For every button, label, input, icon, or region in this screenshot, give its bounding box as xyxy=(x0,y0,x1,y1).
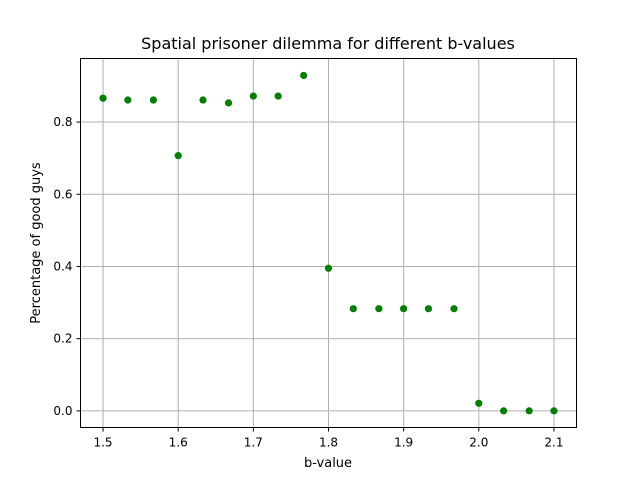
x-tick-label: 1.6 xyxy=(169,436,188,450)
y-axis-label: Percentage of good guys xyxy=(29,162,44,324)
x-tick-label: 2.1 xyxy=(544,436,563,450)
x-tick-label: 1.9 xyxy=(394,436,413,450)
data-point xyxy=(99,94,107,102)
data-point xyxy=(324,264,333,272)
data-point xyxy=(199,96,207,104)
data-point xyxy=(349,305,357,313)
y-axis: 0.0 0.2 0.4 0.6 0.8 xyxy=(53,115,81,418)
data-point xyxy=(300,71,308,80)
y-tick-label: 0.2 xyxy=(53,332,72,346)
grid-layer xyxy=(80,58,577,428)
data-point xyxy=(550,407,558,415)
data-point xyxy=(174,152,182,160)
data-point xyxy=(525,407,533,415)
data-point xyxy=(450,305,458,313)
data-point xyxy=(400,305,408,313)
data-point xyxy=(500,407,508,415)
data-point xyxy=(274,92,282,100)
x-tick-label: 1.5 xyxy=(93,436,112,450)
x-tick-label: 1.8 xyxy=(319,436,338,450)
data-point xyxy=(249,92,257,100)
x-axis: 1.5 1.6 1.7 1.8 1.9 2.0 2.1 xyxy=(93,427,564,450)
data-point xyxy=(224,99,233,107)
y-tick-label: 0.0 xyxy=(53,404,72,418)
data-point xyxy=(124,96,132,104)
y-tick-label: 0.8 xyxy=(53,115,72,129)
y-tick-label: 0.4 xyxy=(53,259,72,273)
data-points xyxy=(99,71,558,415)
y-tick-label: 0.6 xyxy=(53,187,72,201)
data-point xyxy=(424,305,433,313)
chart-title: Spatial prisoner dilemma for different b… xyxy=(141,34,515,53)
data-point xyxy=(375,305,383,313)
data-point xyxy=(149,96,157,104)
x-tick-label: 1.7 xyxy=(244,436,263,450)
x-tick-label: 2.0 xyxy=(469,436,488,450)
x-axis-label: b-value xyxy=(304,456,352,471)
data-point xyxy=(475,399,483,407)
